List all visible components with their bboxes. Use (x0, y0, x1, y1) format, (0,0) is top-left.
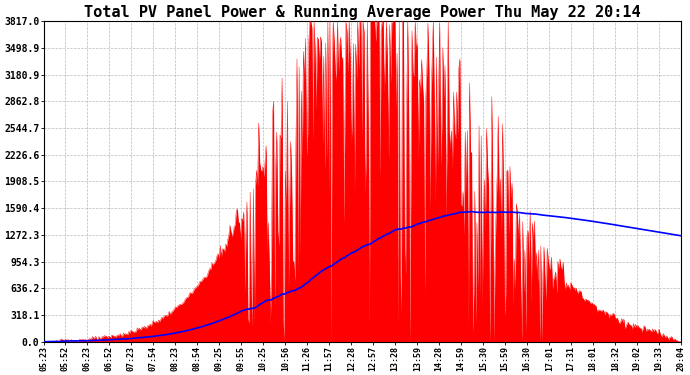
Title: Total PV Panel Power & Running Average Power Thu May 22 20:14: Total PV Panel Power & Running Average P… (84, 4, 641, 20)
